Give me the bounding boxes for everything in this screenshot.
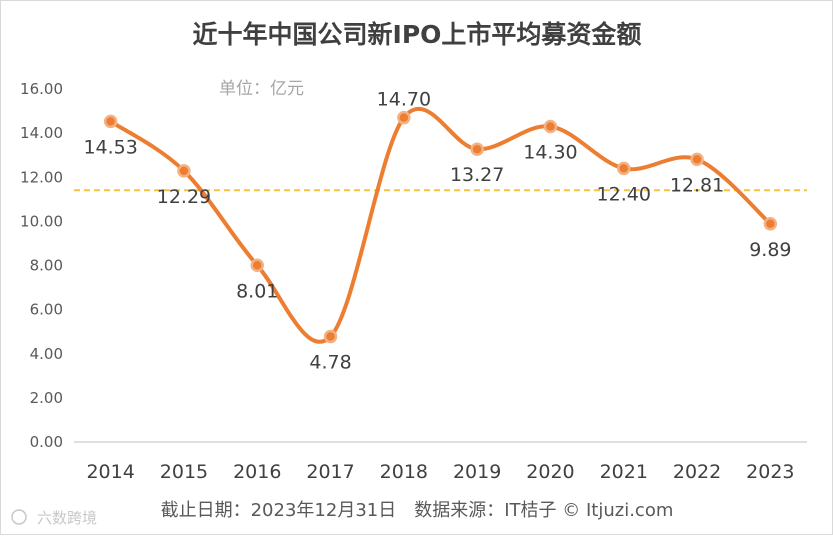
data-point-marker bbox=[617, 161, 631, 176]
data-label: 12.29 bbox=[157, 186, 211, 208]
x-tick-label: 2018 bbox=[380, 461, 428, 483]
data-point-marker bbox=[690, 152, 704, 167]
data-point-marker bbox=[543, 119, 558, 134]
data-label: 12.81 bbox=[670, 174, 724, 196]
data-label: 12.40 bbox=[597, 183, 651, 205]
x-tick-label: 2021 bbox=[600, 461, 648, 483]
y-tick-label: 14.00 bbox=[20, 124, 63, 142]
data-label: 14.53 bbox=[83, 136, 137, 158]
data-labels: 14.53 12.29 8.01 4.78 14.70 13.27 14.30 12.40 12… bbox=[83, 89, 791, 374]
x-tick-label: 2014 bbox=[86, 461, 134, 483]
data-point-marker bbox=[250, 258, 264, 273]
series-line bbox=[108, 107, 773, 344]
data-label: 14.70 bbox=[377, 89, 431, 111]
data-point-marker bbox=[103, 114, 118, 129]
y-axis-ticks: 0.00 2.00 4.00 6.00 8.00 10.00 12.00 14.00 16.00 bbox=[20, 80, 63, 451]
data-label: 8.01 bbox=[236, 280, 278, 302]
x-axis-ticks: 2014 2015 2016 2017 2018 2019 2020 2021 2022 2023 bbox=[86, 461, 794, 483]
watermark: 六数跨境 bbox=[11, 509, 97, 527]
y-tick-label: 10.00 bbox=[20, 212, 63, 230]
y-tick-label: 2.00 bbox=[30, 389, 63, 407]
source-note: 截止日期：2023年12月31日 数据来源：IT桔子 © Itjuzi.com bbox=[161, 500, 674, 521]
x-tick-label: 2022 bbox=[673, 461, 721, 483]
data-point-marker bbox=[763, 217, 778, 231]
x-tick-label: 2017 bbox=[306, 461, 354, 483]
watermark-logo-icon bbox=[11, 509, 27, 525]
data-label: 13.27 bbox=[450, 164, 504, 186]
x-tick-label: 2016 bbox=[233, 461, 281, 483]
x-tick-label: 2020 bbox=[526, 461, 574, 483]
data-point-marker bbox=[177, 164, 191, 178]
data-label: 9.89 bbox=[749, 239, 791, 261]
x-tick-label: 2019 bbox=[453, 461, 501, 483]
y-tick-label: 4.00 bbox=[30, 345, 63, 363]
x-tick-label: 2023 bbox=[746, 461, 794, 483]
y-tick-label: 16.00 bbox=[20, 80, 63, 98]
data-point-marker bbox=[470, 142, 484, 156]
y-tick-label: 6.00 bbox=[30, 301, 63, 319]
data-points bbox=[103, 110, 778, 344]
data-point-marker bbox=[397, 110, 411, 125]
y-tick-label: 8.00 bbox=[30, 257, 63, 275]
data-label: 4.78 bbox=[309, 352, 351, 374]
data-point-marker bbox=[323, 329, 338, 344]
unit-note: 单位：亿元 bbox=[219, 79, 304, 99]
y-tick-label: 0.00 bbox=[30, 433, 63, 451]
watermark-text: 六数跨境 bbox=[37, 509, 97, 527]
x-tick-label: 2015 bbox=[160, 461, 208, 483]
chart-title: 近十年中国公司新IPO上市平均募资金额 bbox=[193, 20, 642, 49]
y-tick-label: 12.00 bbox=[20, 168, 63, 186]
data-label: 14.30 bbox=[523, 142, 577, 164]
